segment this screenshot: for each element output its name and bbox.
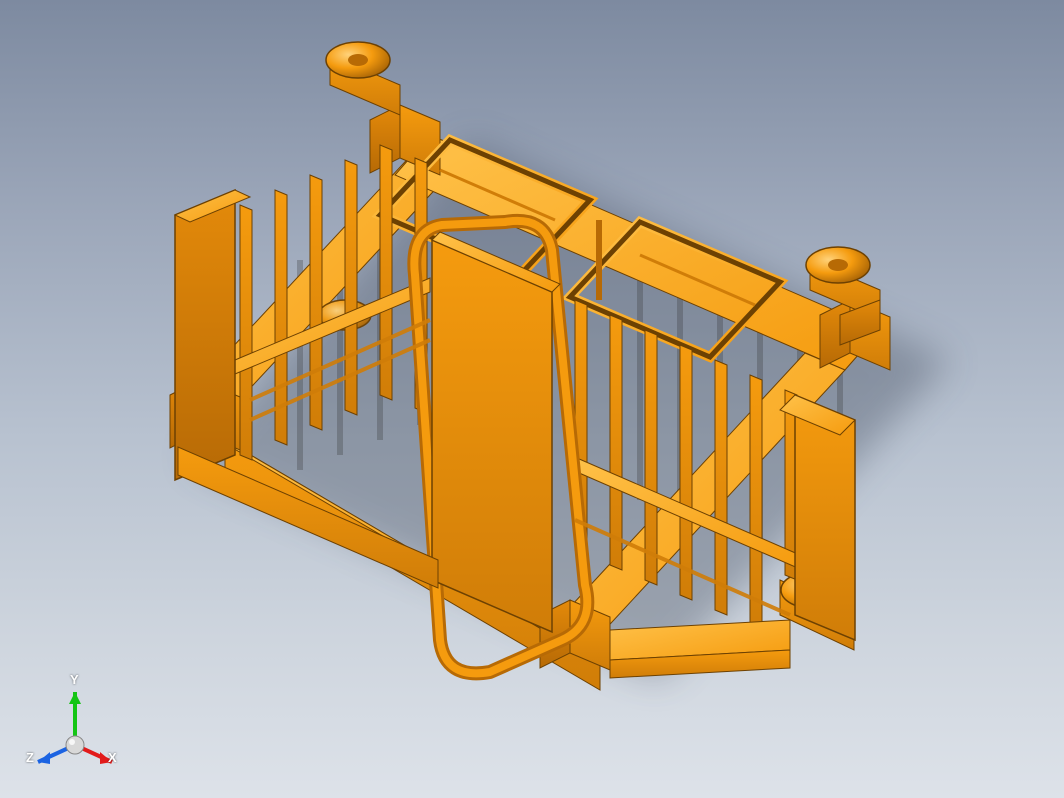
caster-arm-fr bbox=[610, 620, 790, 678]
model-svg[interactable] bbox=[0, 0, 1064, 798]
axis-y-label: Y bbox=[70, 672, 79, 687]
axis-x-label: X bbox=[108, 750, 117, 765]
axis-y-arrow bbox=[69, 692, 81, 704]
model-layer[interactable] bbox=[0, 0, 1064, 798]
view-triad[interactable]: X Y Z bbox=[20, 670, 130, 780]
caster-back-left bbox=[326, 42, 400, 115]
axis-z-label: Z bbox=[26, 750, 34, 765]
axis-z-arrow bbox=[38, 752, 50, 764]
triad-origin-highlight bbox=[69, 739, 75, 745]
viewport-3d[interactable]: X Y Z bbox=[0, 0, 1064, 798]
triad-origin bbox=[66, 736, 84, 754]
